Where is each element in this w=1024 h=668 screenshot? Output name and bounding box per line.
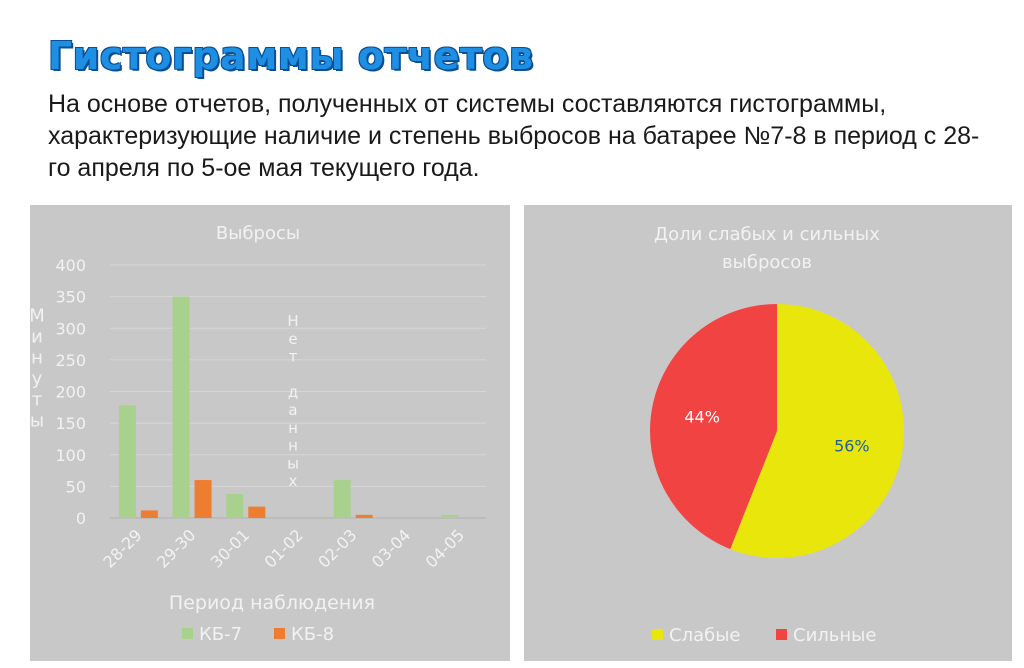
legend-label-weak: Слабые bbox=[669, 625, 741, 646]
pie-chart-title: Доли слабых и сильных выбросов bbox=[654, 224, 880, 273]
y-axis-label-letter: и bbox=[31, 327, 43, 348]
pie-data-label-strong: 44% bbox=[684, 408, 720, 427]
annotation-letter: х bbox=[289, 472, 298, 490]
bar-kb8-28-29 bbox=[140, 510, 158, 518]
pie-chart-data-labels: 56% 44% bbox=[684, 408, 869, 456]
x-tick-label: 02-03 bbox=[314, 525, 360, 571]
slide-title: Гистограммы отчетов bbox=[48, 34, 534, 78]
bar-kb8-30-01 bbox=[248, 506, 266, 518]
annotation-letter: е bbox=[288, 330, 297, 348]
y-axis-label-letter: т bbox=[32, 390, 43, 411]
bar-kb7-29-30 bbox=[172, 296, 190, 518]
legend-label-kb7: КБ-7 bbox=[199, 624, 242, 645]
y-tick-label: 300 bbox=[55, 319, 86, 338]
y-tick-label: 0 bbox=[76, 509, 86, 528]
x-tick-label: 29-30 bbox=[153, 525, 199, 571]
y-tick-label: 100 bbox=[55, 446, 86, 465]
legend-swatch-strong bbox=[776, 629, 787, 640]
pie-chart-slices bbox=[650, 304, 905, 558]
pie-slice-strong bbox=[650, 304, 777, 550]
bar-kb8-02-03 bbox=[355, 514, 373, 518]
slide-body-text: На основе отчетов, полученных от системы… bbox=[48, 90, 980, 182]
bar-chart-legend: КБ-7 КБ-8 bbox=[182, 624, 334, 645]
bar-chart-bars bbox=[118, 296, 459, 518]
x-tick-label: 03-04 bbox=[368, 525, 414, 571]
y-tick-label: 200 bbox=[55, 383, 86, 402]
bar-chart-title: Выбросы bbox=[216, 223, 300, 244]
bar-chart-x-axis-label: Период наблюдения bbox=[169, 592, 375, 614]
annotation-letter: а bbox=[288, 401, 297, 419]
y-axis-label-letter: у bbox=[32, 369, 43, 390]
legend-swatch-kb8 bbox=[274, 628, 285, 639]
annotation-letter: н bbox=[288, 419, 298, 437]
annotation-letter: д bbox=[288, 383, 298, 401]
pie-slice-weak bbox=[730, 304, 905, 558]
annotation-letter: ы bbox=[287, 454, 299, 472]
pie-title-line: Доли слабых и сильных bbox=[654, 224, 880, 245]
annotation-letter: н bbox=[288, 437, 298, 455]
bar-kb7-02-03 bbox=[333, 480, 351, 518]
bar-kb7-28-29 bbox=[118, 405, 136, 518]
annotation-letter: т bbox=[289, 348, 298, 366]
bar-kb7-30-01 bbox=[226, 493, 244, 518]
y-tick-label: 150 bbox=[55, 414, 86, 433]
bar-chart-y-axis: 0 50 100 150 200 250 300 350 400 bbox=[55, 256, 86, 528]
y-tick-label: 350 bbox=[55, 288, 86, 307]
bar-kb8-29-30 bbox=[194, 480, 212, 518]
pie-title-line: выбросов bbox=[722, 252, 812, 273]
x-tick-label: 04-05 bbox=[422, 525, 468, 571]
y-tick-label: 400 bbox=[55, 256, 86, 275]
y-axis-label-letter: ы bbox=[30, 411, 44, 432]
y-tick-label: 250 bbox=[55, 351, 86, 370]
x-tick-label: 30-01 bbox=[207, 525, 253, 571]
x-tick-label: 01-02 bbox=[261, 525, 307, 571]
annotation-letter: Н bbox=[287, 312, 298, 330]
legend-label-kb8: КБ-8 bbox=[291, 624, 334, 645]
pie-chart-panel: Доли слабых и сильных выбросов 56% 44% Сла… bbox=[524, 205, 1012, 661]
x-tick-label: 28-29 bbox=[99, 525, 145, 571]
y-tick-label: 50 bbox=[66, 477, 86, 496]
bar-kb7-04-05 bbox=[441, 514, 459, 518]
y-axis-label-letter: н bbox=[31, 348, 43, 369]
pie-chart-legend: Слабые Сильные bbox=[652, 625, 876, 646]
bar-chart-x-axis: 28-29 29-30 30-01 01-02 02-03 03-04 04-05 bbox=[99, 525, 468, 571]
pie-chart: Доли слабых и сильных выбросов 56% 44% Сла… bbox=[650, 224, 905, 646]
legend-label-strong: Сильные bbox=[793, 625, 876, 646]
y-axis-label-letter: М bbox=[30, 306, 45, 327]
legend-swatch-weak bbox=[652, 629, 663, 640]
pie-data-label-weak: 56% bbox=[834, 436, 870, 455]
legend-swatch-kb7 bbox=[182, 628, 193, 639]
